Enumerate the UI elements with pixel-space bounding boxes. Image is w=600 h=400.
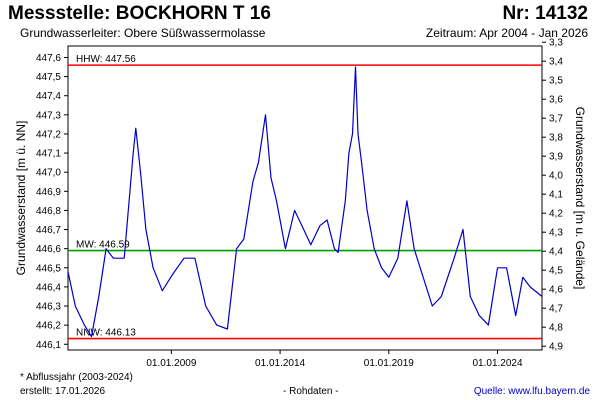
source-link[interactable]: Quelle: www.lfu.bayern.de bbox=[473, 386, 590, 397]
y-right-tick-label: 4,7 bbox=[549, 304, 563, 315]
y-left-tick-label: 447,3 bbox=[36, 110, 61, 121]
y-left-tick-label: 446,3 bbox=[36, 302, 61, 313]
period-label: Zeitraum: Apr 2004 - Jan 2026 bbox=[425, 26, 588, 40]
y-right-tick-label: 4,5 bbox=[549, 266, 563, 277]
y-axis-left-title: Grundwasserstand [m ü. NN] bbox=[14, 121, 28, 276]
y-right-tick-label: 4,1 bbox=[549, 190, 563, 201]
y-left-tick-label: 446,6 bbox=[36, 244, 61, 255]
y-right-tick-label: 4,4 bbox=[549, 247, 563, 258]
y-left-tick-label: 447,5 bbox=[36, 72, 61, 83]
reference-line-label: MW: 446.59 bbox=[76, 240, 130, 251]
y-left-tick-label: 447,6 bbox=[36, 53, 61, 64]
y-left-tick-label: 446,5 bbox=[36, 263, 61, 274]
footnote: * Abflussjahr (2003-2024) bbox=[20, 372, 133, 383]
y-right-tick-label: 4,3 bbox=[549, 228, 563, 239]
x-tick-label: 01.01.2024 bbox=[472, 358, 522, 369]
y-right-tick-label: 4,0 bbox=[549, 171, 563, 182]
plot-frame bbox=[67, 45, 543, 351]
y-right-tick-label: 3,4 bbox=[549, 57, 563, 68]
reference-line-label: NNW: 446.13 bbox=[76, 328, 136, 339]
x-tick-label: 01.01.2014 bbox=[255, 358, 305, 369]
y-left-tick-label: 446,2 bbox=[36, 321, 61, 332]
rawdata-label: - Rohdaten - bbox=[283, 386, 339, 397]
y-left-tick-label: 447,0 bbox=[36, 168, 61, 179]
y-axis-right: 3,3 3,4 3,5 3,6 3,7 3,8 3,9 4,0 4,1 4,2 4,3 4,4 4,5 4… bbox=[542, 38, 563, 353]
y-right-tick-label: 4,2 bbox=[549, 209, 563, 220]
y-left-tick-label: 446,4 bbox=[36, 282, 61, 293]
y-right-tick-label: 4,6 bbox=[549, 285, 563, 296]
page-title: Messstelle: BOCKHORN T 16 bbox=[8, 3, 271, 24]
y-left-tick-label: 447,4 bbox=[36, 91, 61, 102]
y-axis-right-title: Grundwasserstand [m u. Gelände] bbox=[573, 107, 587, 290]
y-left-tick-label: 447,2 bbox=[36, 129, 61, 140]
y-left-tick-label: 446,1 bbox=[36, 340, 61, 351]
aquifer-label: Grundwasserleiter: Obere Süßwassermolass… bbox=[20, 26, 266, 40]
x-tick-label: 01.01.2019 bbox=[364, 358, 414, 369]
y-right-tick-label: 3,3 bbox=[549, 38, 563, 49]
series-line bbox=[67, 66, 543, 338]
y-left-tick-label: 446,7 bbox=[36, 225, 61, 236]
x-tick-label: 01.01.2009 bbox=[146, 358, 196, 369]
created-date: erstellt: 17.01.2026 bbox=[20, 386, 106, 397]
y-right-tick-label: 3,6 bbox=[549, 95, 563, 106]
y-right-tick-label: 4,8 bbox=[549, 323, 563, 334]
y-left-tick-label: 446,9 bbox=[36, 187, 61, 198]
y-left-tick-label: 446,8 bbox=[36, 206, 61, 217]
x-axis: 01.01.2009 01.01.2014 01.01.2019 01.01.2024 bbox=[146, 350, 523, 369]
reference-line-label: HHW: 447.56 bbox=[76, 54, 136, 65]
y-right-tick-label: 3,7 bbox=[549, 114, 563, 125]
station-number: Nr: 14132 bbox=[502, 3, 588, 24]
y-right-tick-label: 3,9 bbox=[549, 152, 563, 163]
series-group bbox=[67, 66, 543, 338]
y-right-tick-label: 3,8 bbox=[549, 133, 563, 144]
y-right-tick-label: 3,5 bbox=[549, 76, 563, 87]
y-right-tick-label: 4,9 bbox=[549, 342, 563, 353]
reference-lines: HHW: 447.56 MW: 446.59 NNW: 446.13 bbox=[68, 54, 542, 340]
y-axis-left: 446,1 446,2 446,3 446,4 446,5 446,6 446,7 446,8… bbox=[36, 53, 68, 351]
y-left-tick-label: 447,1 bbox=[36, 149, 61, 160]
